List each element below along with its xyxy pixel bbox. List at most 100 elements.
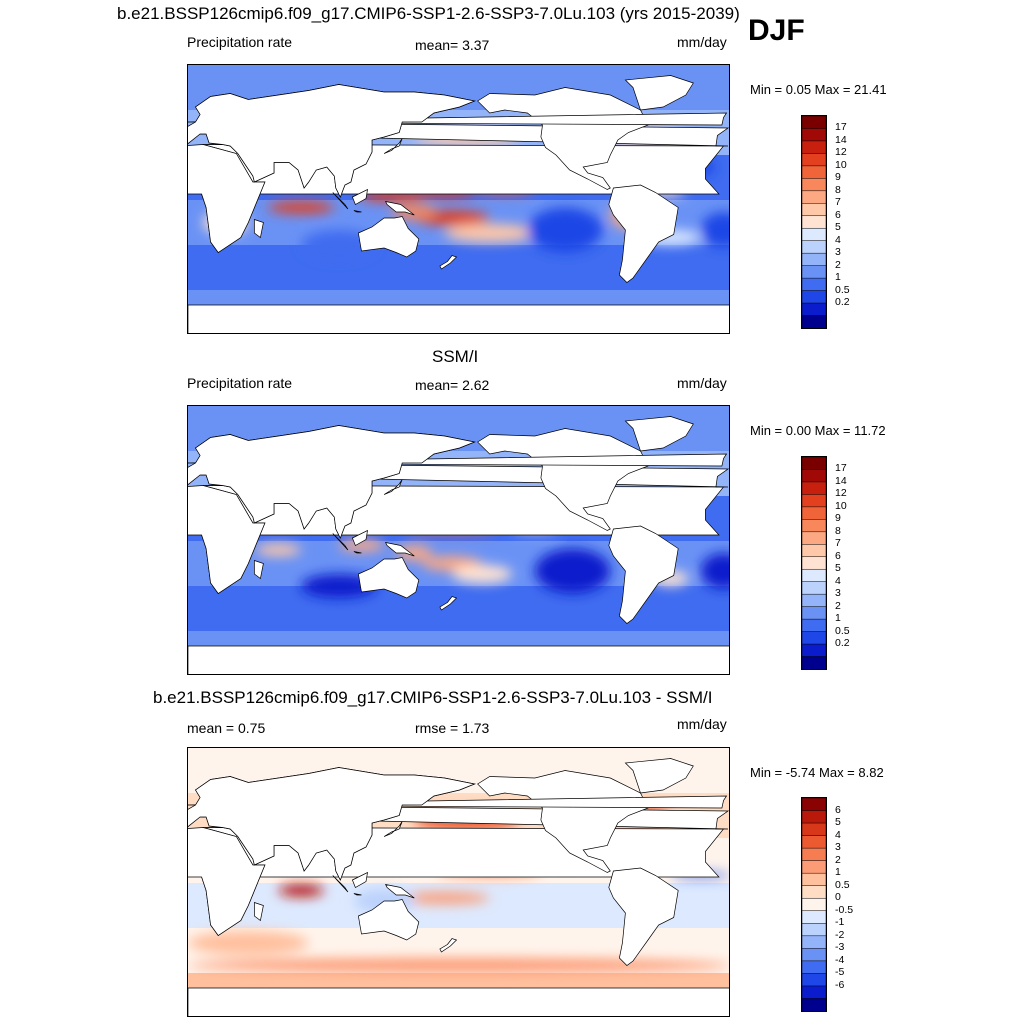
panel-1-variable-label: Precipitation rate [187, 34, 293, 50]
colorbar-swatch [802, 810, 826, 824]
colorbar-swatch [802, 606, 826, 620]
panel-2-variable-label: Precipitation rate [187, 375, 293, 391]
land-mass [353, 210, 362, 213]
land-mass [332, 875, 349, 893]
colorbar-tick-label: 10 [835, 158, 847, 171]
colorbar-tick-label: 0.5 [835, 878, 850, 891]
colorbar-tick-label: 2 [835, 853, 841, 866]
colorbar-swatch [802, 897, 826, 912]
colorbar-tick-label: -0.5 [835, 903, 854, 916]
land-mass [384, 201, 415, 216]
colorbar-swatch [802, 910, 826, 925]
panel-1-mean-label: mean= 3.37 [415, 37, 490, 53]
land-mass [608, 867, 679, 966]
colorbar-swatch [802, 581, 826, 595]
colorbar-swatch [802, 656, 826, 669]
colorbar-swatch [802, 302, 826, 317]
colorbar-tick-label: 14 [835, 133, 847, 146]
colorbar-swatch [802, 116, 826, 130]
land-mass [384, 542, 415, 557]
colorbar-tick-label: 2 [835, 258, 841, 271]
colorbar-tick-label: 5 [835, 562, 841, 575]
colorbar-tick-label: 14 [835, 474, 847, 487]
colorbar-tick-label: 5 [835, 221, 841, 234]
colorbar-swatch [802, 215, 826, 229]
colorbar-swatch [802, 822, 826, 837]
precip-feature [534, 548, 611, 594]
colorbar-swatch [802, 531, 826, 546]
colorbar-swatch [802, 960, 826, 975]
land-mass [188, 144, 266, 253]
colorbar-swatch [802, 556, 826, 570]
colorbar-tick-label: 1 [835, 612, 841, 625]
colorbar-tick-label: 3 [835, 587, 841, 600]
colorbar-swatch [802, 872, 826, 887]
colorbar-swatch [802, 252, 826, 267]
colorbar-swatch [802, 153, 826, 167]
land-mass [188, 827, 266, 936]
land-mass [353, 893, 362, 896]
colorbar-swatch [802, 973, 826, 987]
land-mass [624, 416, 694, 452]
land-mass [624, 758, 694, 794]
panel-2-units-label: mm/day [677, 375, 727, 391]
colorbar-swatch [802, 203, 826, 217]
colorbar-tick-label: 9 [835, 171, 841, 184]
colorbar-swatch [802, 593, 826, 608]
panel-1-colorbar [801, 115, 827, 329]
land-mass [351, 871, 368, 889]
land-mass [439, 596, 458, 611]
land-mass [254, 219, 264, 239]
land-mass [188, 645, 729, 674]
precip-feature [519, 892, 611, 910]
precip-feature [700, 212, 729, 248]
precip-feature [527, 207, 603, 253]
colorbar-tick-label: 8 [835, 183, 841, 196]
colorbar-tick-label: 3 [835, 841, 841, 854]
land-mass [383, 138, 403, 154]
precip-feature [278, 884, 324, 897]
panel-3-title: b.e21.BSSP126cmip6.f09_g17.CMIP6-SSP1-2.… [153, 688, 713, 707]
precip-feature [255, 544, 302, 556]
colorbar-swatch [802, 240, 826, 254]
precip-feature [399, 892, 490, 904]
colorbar-swatch [802, 643, 826, 658]
colorbar-swatch [802, 457, 826, 471]
land-mass [188, 485, 266, 594]
land-mass [384, 884, 415, 899]
colorbar-swatch [802, 568, 826, 583]
colorbar-tick-label: 10 [835, 499, 847, 512]
colorbar-swatch [802, 140, 826, 155]
panel-3-colorbar [801, 797, 827, 1012]
precip-feature [301, 230, 377, 260]
land-mass [188, 987, 729, 1016]
land-mass [358, 557, 420, 599]
colorbar-tick-label: 3 [835, 246, 841, 259]
land-mass [351, 188, 368, 206]
panel-1-title: b.e21.BSSP126cmip6.f09_g17.CMIP6-SSP1-2.… [117, 4, 740, 23]
panel-3-units-label: mm/day [677, 716, 727, 732]
colorbar-swatch [802, 631, 826, 645]
colorbar-tick-label: 7 [835, 537, 841, 550]
colorbar-tick-label: 1 [835, 271, 841, 284]
panel-3-map [187, 747, 730, 1017]
panel-2-colorbar [801, 456, 827, 670]
precip-feature [188, 958, 729, 973]
season-label: DJF [748, 14, 805, 47]
colorbar-tick-label: -6 [835, 978, 845, 991]
colorbar-swatch [802, 798, 826, 812]
colorbar-tick-label: 12 [835, 487, 847, 500]
colorbar-swatch [802, 277, 826, 292]
panel-3-minmax: Min = -5.74 Max = 8.82 [750, 765, 884, 780]
panel-3-mean-label: mean = 0.75 [187, 720, 266, 736]
precip-feature [301, 574, 377, 598]
land-mass [383, 821, 403, 837]
colorbar-tick-label: 0.5 [835, 283, 850, 296]
colorbar-tick-label: 12 [835, 146, 847, 159]
land-mass [383, 479, 403, 495]
colorbar-tick-label: 17 [835, 121, 847, 134]
colorbar-swatch [802, 923, 826, 937]
land-mass [188, 84, 476, 198]
colorbar-tick-label: 0.5 [835, 624, 850, 637]
land-mass [188, 767, 476, 881]
